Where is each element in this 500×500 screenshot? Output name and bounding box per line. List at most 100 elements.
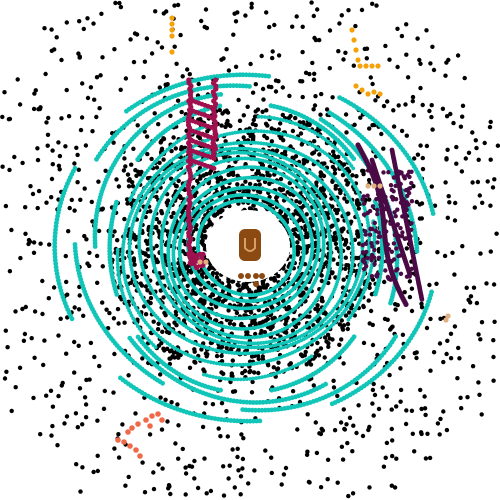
noise-point xyxy=(370,123,375,128)
noise-point xyxy=(358,115,363,120)
near-point xyxy=(221,371,226,376)
noise-point xyxy=(395,26,400,31)
noise-point xyxy=(122,320,127,325)
noise-point xyxy=(49,176,55,182)
noise-point xyxy=(245,104,250,110)
near-point xyxy=(173,146,178,151)
ring-point xyxy=(245,156,250,161)
ring-point xyxy=(349,237,354,242)
near-point xyxy=(318,170,323,175)
noise-point xyxy=(412,449,417,454)
ring-point xyxy=(321,246,326,250)
near-point xyxy=(126,299,131,304)
near-point xyxy=(325,211,330,217)
near-point xyxy=(176,178,181,184)
ring-point xyxy=(231,141,236,146)
ring-point xyxy=(121,266,126,270)
ring-point xyxy=(226,362,231,367)
noise-point xyxy=(112,351,117,357)
near-point xyxy=(344,263,349,268)
near-point xyxy=(312,354,318,359)
near-point xyxy=(325,332,331,337)
noise-point xyxy=(175,2,181,8)
noise-point xyxy=(117,0,122,6)
near-point xyxy=(337,322,343,327)
noise-point xyxy=(381,464,387,469)
noise-point xyxy=(290,389,296,394)
near-point xyxy=(174,323,179,328)
noise-point xyxy=(111,316,117,321)
near-point xyxy=(243,281,249,287)
ring-point xyxy=(250,140,255,145)
ring-point xyxy=(247,335,252,340)
noise-point xyxy=(341,57,346,62)
near-point xyxy=(343,237,349,243)
noise-point xyxy=(233,64,239,70)
near-point xyxy=(214,271,220,276)
ring-point xyxy=(240,351,245,356)
noise-point xyxy=(95,418,100,423)
noise-point xyxy=(95,468,101,474)
noise-point xyxy=(270,49,275,54)
noise-point xyxy=(31,250,37,255)
noise-point xyxy=(370,1,375,6)
near-point xyxy=(268,276,274,281)
noise-point xyxy=(152,111,157,116)
ring-point xyxy=(234,156,239,161)
noise-point xyxy=(324,107,330,112)
noise-point xyxy=(427,108,432,114)
noise-point xyxy=(66,229,71,234)
noise-point xyxy=(144,134,150,139)
near-point xyxy=(331,149,336,154)
noise-point xyxy=(218,434,223,439)
noise-point xyxy=(440,106,446,112)
noise-point xyxy=(488,249,493,254)
ring-point xyxy=(365,217,370,222)
ring-point xyxy=(224,147,229,152)
near-point xyxy=(305,122,310,128)
ring-point xyxy=(209,360,213,365)
noise-point xyxy=(215,179,220,185)
near-point xyxy=(319,298,324,303)
ring-point xyxy=(246,345,251,350)
noise-point xyxy=(476,380,481,385)
noise-point xyxy=(9,408,14,414)
noise-point xyxy=(305,412,310,417)
near-point xyxy=(297,245,302,250)
near-point xyxy=(280,187,286,192)
noise-point xyxy=(59,57,64,63)
near-point xyxy=(345,326,350,332)
ring-point xyxy=(231,150,236,155)
near-point xyxy=(128,280,134,285)
noise-point xyxy=(232,485,237,490)
noise-point xyxy=(370,401,375,406)
noise-point xyxy=(80,422,85,427)
ring-point xyxy=(237,150,242,155)
noise-point xyxy=(464,285,469,290)
noise-point xyxy=(56,163,62,168)
near-point xyxy=(154,225,159,231)
near-point xyxy=(264,307,270,312)
near-point xyxy=(200,241,205,247)
noise-point xyxy=(391,124,397,129)
near-point xyxy=(250,121,256,127)
near-point xyxy=(197,136,203,141)
noise-point xyxy=(423,412,428,418)
near-point xyxy=(199,299,204,304)
ring-point xyxy=(251,351,256,355)
noise-point xyxy=(18,255,23,261)
noise-point xyxy=(427,455,433,461)
noise-point xyxy=(235,10,240,15)
noise-point xyxy=(470,180,475,185)
near-point xyxy=(333,237,338,242)
noise-point xyxy=(63,253,68,259)
near-point xyxy=(318,173,323,179)
near-point xyxy=(332,231,338,236)
near-point xyxy=(199,347,204,352)
ring-point xyxy=(227,131,232,136)
near-point xyxy=(299,205,304,210)
noise-point xyxy=(463,156,468,161)
ring-point xyxy=(200,358,205,362)
ring-point xyxy=(217,361,222,366)
ring-point xyxy=(250,129,255,134)
